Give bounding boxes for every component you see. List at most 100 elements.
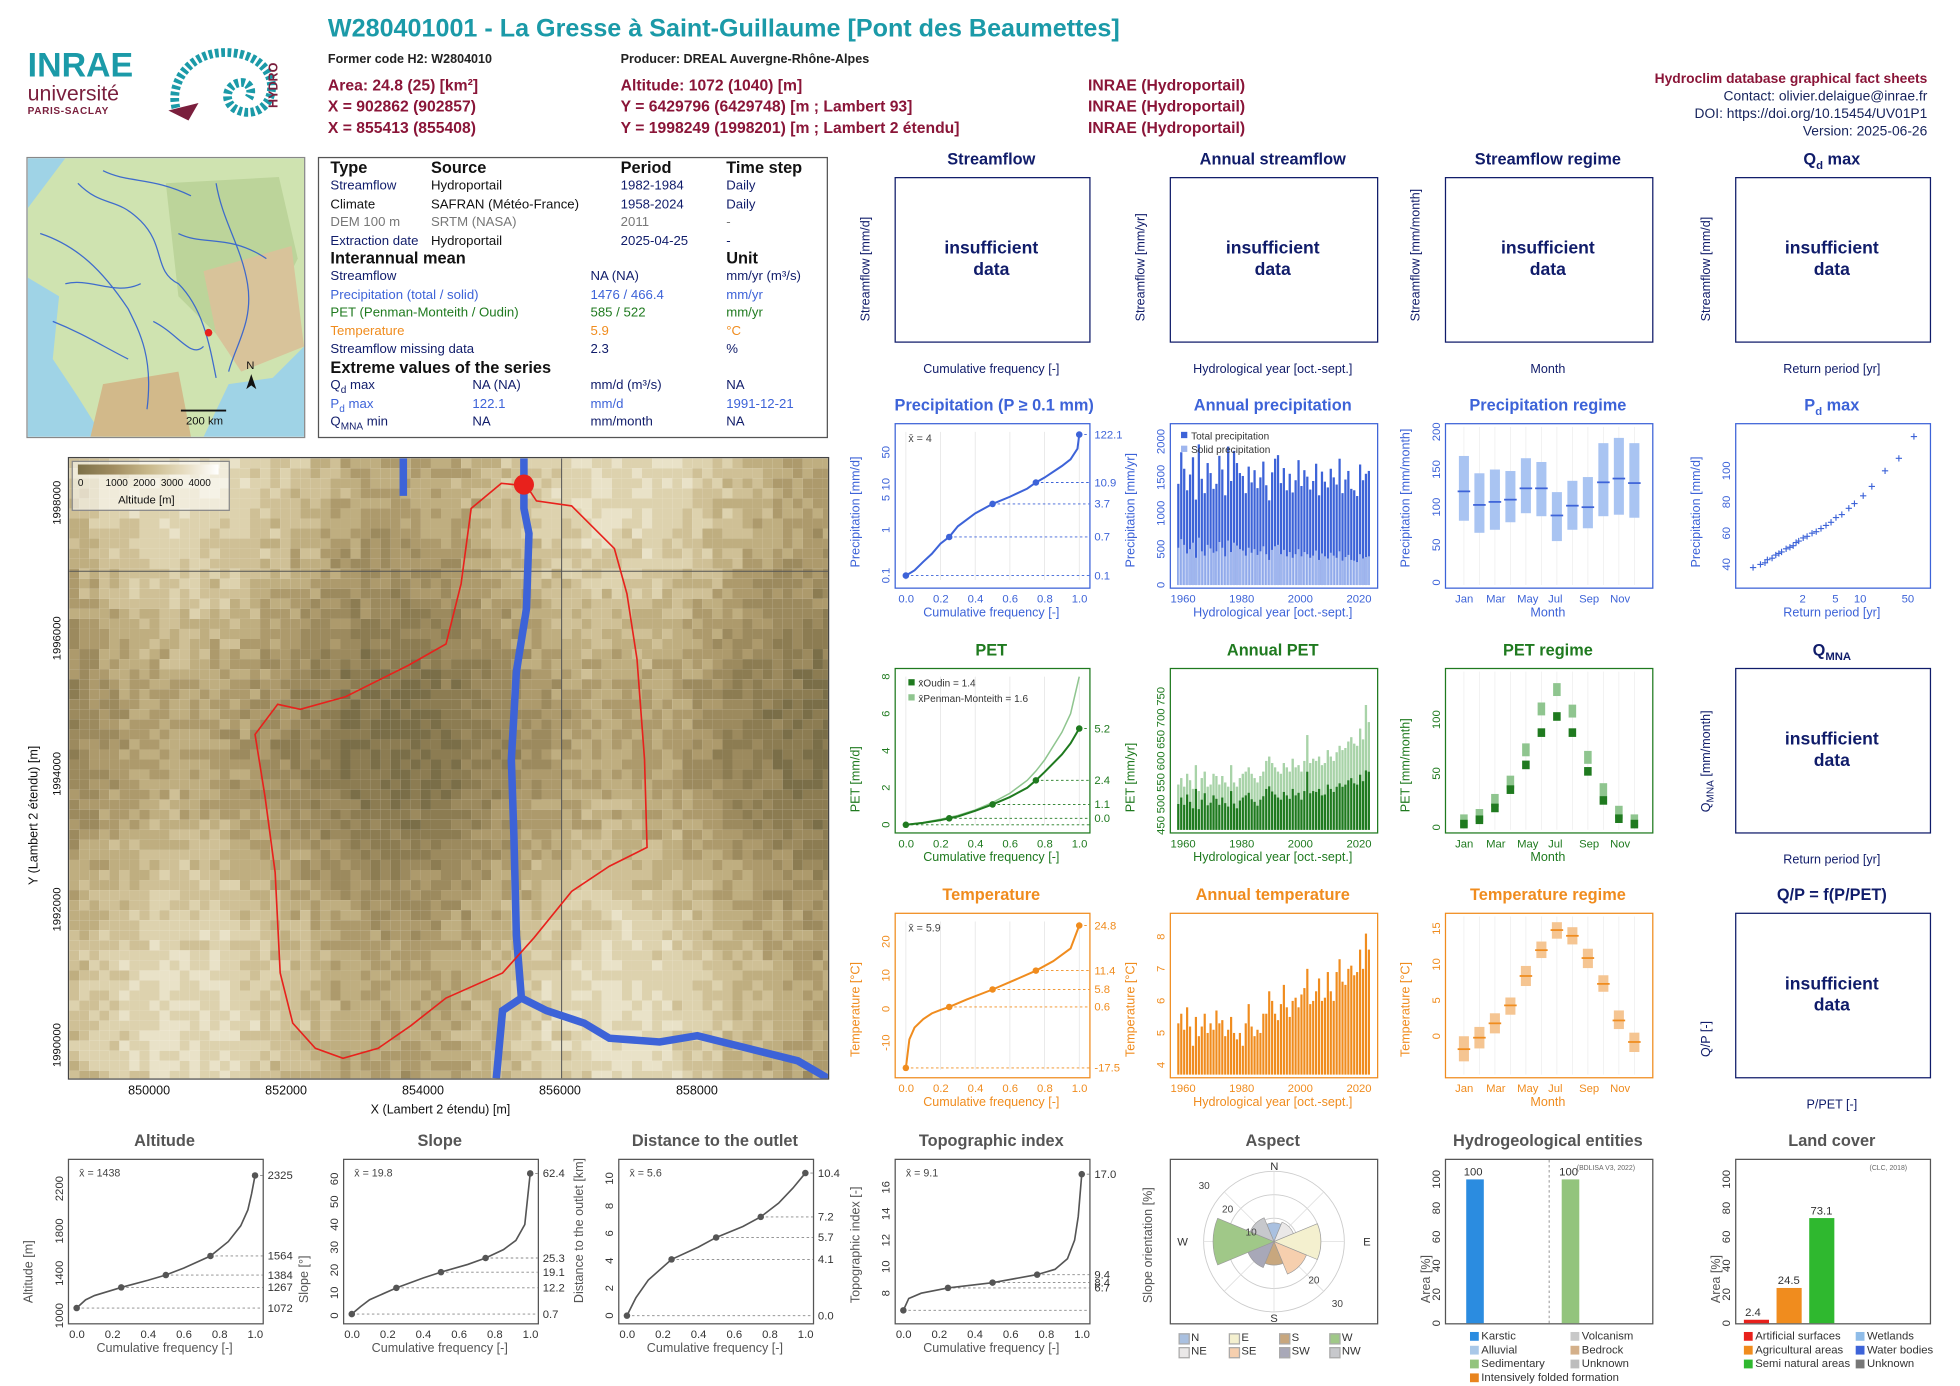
pet_cdf-xtick-1: 0.2 (933, 838, 949, 850)
pet_regime-box-oudin-7 (1568, 728, 1577, 737)
info-header-1: Source (430, 158, 487, 178)
hydrogeology-legend-label-2: Alluvial (1481, 1343, 1518, 1356)
annual_temp-bar (1262, 1013, 1265, 1075)
pd_max-point-13 (1800, 534, 1807, 542)
annual_precip-bar-total (1224, 495, 1227, 586)
annual_temp-bar (1273, 1013, 1277, 1075)
streamflow-xlabel: Cumulative frequency [-] (923, 362, 1060, 377)
temp_cdf-ytick-3: 20 (881, 935, 893, 948)
station-altitude: Altitude: 1072 (1040) [m] (620, 76, 803, 95)
annual_temp-bar (1364, 933, 1368, 1075)
pet_cdf-point-0 (902, 821, 910, 829)
streamflow-message: insufficient data (895, 237, 1088, 280)
source-1: INRAE (Hydroportail) (1088, 76, 1246, 95)
hydrogeology-legend-label-3: Bedrock (1581, 1343, 1624, 1356)
annual_pet-bar-oudin (1238, 800, 1241, 830)
topo_cdf-point-0 (900, 1307, 907, 1314)
annual_precip-bar-total (1206, 463, 1209, 586)
altitude_cdf-point-3 (207, 1252, 214, 1260)
relief-ylabel: Y (Lambert 2 étendu) [m] (27, 745, 42, 886)
info-row-1-0: Climate (330, 196, 376, 212)
info-row-0-2: 1982-1984 (620, 178, 684, 194)
annual_pet-bar-oudin (1317, 788, 1321, 830)
altitude_cdf-xtick-5: 1.0 (248, 1329, 264, 1341)
qmna-message-line-2: data (1813, 749, 1850, 770)
aspect-legend-swatch-W (1329, 1333, 1341, 1345)
aspect-sector-W (1212, 1217, 1275, 1266)
precip_regime-xtick-5: Nov (1610, 594, 1630, 606)
annual_precip-xtick-3: 2020 (1346, 594, 1371, 606)
annual_precip-bar-solid (1356, 562, 1359, 586)
qmna-title: QMNA (1812, 640, 1852, 663)
temp_regime-xtick-3: Jul (1548, 1083, 1562, 1095)
station-y-l93: Y = 6429796 (6429748) [m ; Lambert 93] (620, 97, 913, 116)
annual_precip-ytick-2: 1000 (1156, 501, 1168, 526)
annual_temp-bar (1335, 972, 1338, 1075)
extreme-date-0: NA (726, 377, 745, 393)
streamflow_regime-ylabel: Streamflow [mm/month] (1409, 188, 1424, 322)
annual_pet-ytick-1: 500 (1156, 795, 1168, 814)
pd_max-point-12 (1795, 537, 1802, 545)
streamflow_regime-xlabel: Month (1530, 362, 1566, 377)
annual_temp-ytick-3: 7 (1156, 966, 1168, 972)
distance_cdf-point-3 (757, 1213, 765, 1221)
land_cover-bar-2 (1809, 1218, 1835, 1324)
pet_regime-box-pm-10 (1615, 805, 1623, 819)
annual_precip-bar-solid (1347, 554, 1350, 586)
annual_precip-bar-solid (1367, 556, 1370, 586)
extreme-date-2: NA (726, 414, 745, 430)
annual_precip-bar-solid (1312, 555, 1315, 586)
overview-map: 200 km N (26, 156, 306, 439)
altitude_cdf-point-1 (117, 1284, 125, 1291)
info-row-2-3: - (726, 214, 731, 230)
annual_pet-title: Annual PET (1226, 640, 1319, 660)
topo_cdf-ytick-2: 12 (881, 1234, 893, 1247)
temp_regime-xtick-4: Sep (1579, 1083, 1599, 1095)
altitude_cdf-point-2 (162, 1271, 170, 1279)
distance_cdf-right-label-3: 4.1 (818, 1254, 834, 1266)
slope_cdf-xtick-1: 0.2 (380, 1329, 396, 1341)
topo_cdf-title: Topographic index (918, 1131, 1064, 1150)
mean-label-4: Streamflow missing data (330, 341, 475, 357)
annual_precip-bar-solid (1335, 557, 1338, 586)
aspect-legend-label-NE: NE (1191, 1344, 1207, 1358)
precip_cdf-xtick-3: 0.6 (1002, 594, 1018, 606)
temp_cdf-right-label-3: 0.6 (1094, 1002, 1110, 1014)
pd_max-point-5 (1772, 551, 1779, 559)
pet_regime-xtick-2: May (1517, 838, 1539, 850)
annual_temp-bar (1265, 1013, 1268, 1075)
annual_temp-bar (1291, 1000, 1294, 1075)
annual_pet-xlabel: Hydrological year [oct.-sept.] (1193, 851, 1353, 865)
annual_precip-bar-total (1212, 488, 1215, 586)
annual_pet-bar-oudin (1306, 771, 1309, 830)
mean-unit-1: mm/yr (726, 286, 763, 302)
precip_cdf-point-2 (989, 500, 996, 508)
relief-map: 0 1000 2000 3000 4000 Altitude [m] (67, 456, 830, 1080)
annual_precip-bar-total (1315, 463, 1318, 586)
annual_temp-xtick-2: 2000 (1288, 1083, 1313, 1095)
annual_pet-xtick-0: 1960 (1171, 838, 1196, 850)
annual_precip-bar-solid (1326, 558, 1329, 586)
slope_cdf-line (351, 1173, 532, 1315)
annual_precip-bar-total (1353, 490, 1356, 586)
annual_pet-bar-oudin (1180, 797, 1183, 830)
pd_max-point-9 (1786, 544, 1794, 551)
annual_temp-bar (1224, 1036, 1227, 1075)
hydrogeology-ytick-4: 80 (1431, 1202, 1443, 1215)
pet_cdf-xtick-2: 0.4 (968, 838, 984, 850)
annual_pet-bar-oudin (1253, 801, 1256, 830)
hydrogeology-legend-label-0: Karstic (1481, 1329, 1516, 1343)
annual_pet-bar-oudin (1247, 792, 1250, 830)
annual_precip-bar-solid (1323, 556, 1327, 586)
annual_precip-bar-solid (1209, 548, 1212, 586)
temp_regime-ytick-2: 10 (1431, 958, 1443, 971)
annual_pet-bar-oudin (1323, 794, 1327, 830)
annual_precip-bar-total (1232, 450, 1236, 586)
annual_pet-bar-oudin (1303, 791, 1306, 830)
aspect-sector-NW (1249, 1217, 1275, 1243)
pet_regime-ytick-2: 100 (1431, 710, 1443, 729)
topo_cdf-ytick-4: 16 (881, 1181, 893, 1194)
pet_regime-box-oudin-3 (1506, 785, 1515, 794)
